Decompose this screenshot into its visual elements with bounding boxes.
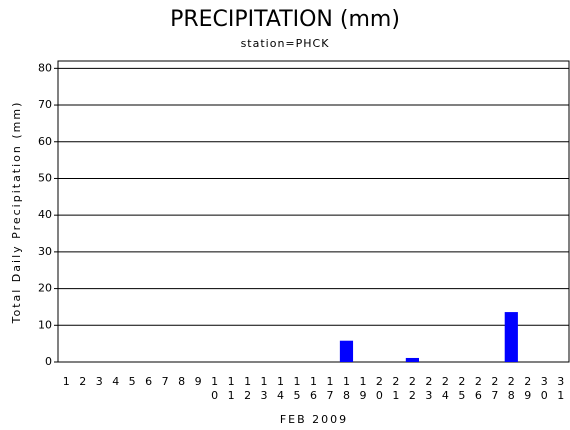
x-tick-label: 5 (129, 375, 136, 388)
x-tick-label: 7 (162, 375, 169, 388)
x-axis-label: FEB 2009 (280, 413, 348, 426)
bar (405, 357, 419, 362)
bar (504, 312, 518, 362)
plot-frame (57, 60, 570, 363)
y-tick-label: 40 (38, 208, 52, 221)
x-tick-label: 4 (112, 375, 119, 388)
x-tick-label: 3 (96, 375, 103, 388)
x-tick-label: 8 (178, 375, 185, 388)
y-tick-label: 80 (38, 61, 52, 74)
bar (339, 340, 354, 362)
y-tick-label: 30 (38, 245, 52, 258)
x-tick-label: 2 (79, 375, 86, 388)
chart-subtitle: station=PHCK (241, 37, 330, 50)
y-axis-label: Total Daily Precipitation (mm) (10, 101, 23, 325)
y-tick-label: 70 (38, 98, 52, 111)
y-tick-label: 20 (38, 282, 52, 295)
x-tick-label: 1 (63, 375, 70, 388)
y-tick-label: 60 (38, 135, 52, 148)
x-tick-label: 9 (195, 375, 202, 388)
x-tick-label: 6 (145, 375, 152, 388)
chart-title: PRECIPITATION (mm) (170, 7, 400, 32)
y-tick-label: 10 (38, 318, 52, 331)
y-tick-label: 50 (38, 171, 52, 184)
y-tick-label: 0 (45, 355, 52, 368)
